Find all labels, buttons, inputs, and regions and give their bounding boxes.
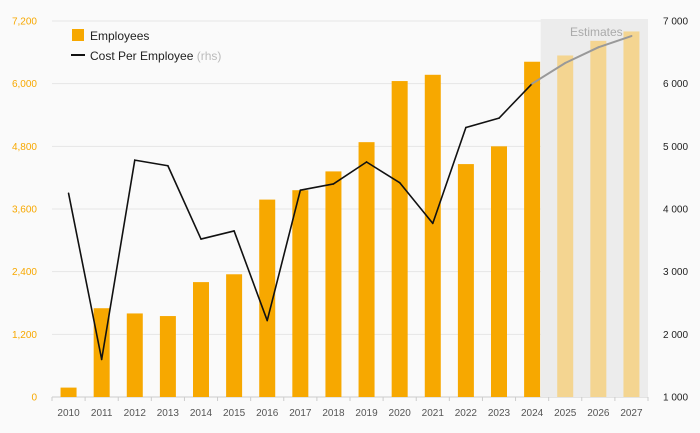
x-tick-label: 2020 (389, 408, 412, 419)
legend-cost-label: Cost Per Employee (rhs) (90, 49, 221, 63)
x-tick-label: 2015 (223, 408, 246, 419)
line-segment-2025 (531, 61, 567, 85)
x-tick-label: 2010 (57, 408, 80, 419)
legend-cost-name: Cost Per Employee (90, 49, 194, 63)
legend-employees-swatch (72, 29, 84, 41)
x-tick-label: 2012 (124, 408, 147, 419)
bar-2026 (590, 40, 607, 397)
left-tick-label: 7,200 (12, 17, 37, 28)
line-segment-2014 (167, 164, 202, 240)
line-segment-2017 (266, 189, 302, 322)
x-tick-label: 2013 (157, 408, 180, 419)
line-segment-2011 (67, 192, 103, 361)
right-tick-label: 6 000 (663, 79, 688, 90)
line-segment-2021 (398, 181, 434, 225)
bar-2018 (325, 171, 342, 397)
left-tick-label: 3,600 (12, 205, 37, 216)
right-tick-label: 1 000 (663, 393, 688, 404)
x-tick-label: 2027 (620, 408, 643, 419)
x-axis-ticks: 2010 2011 2012 2013 2014 2015 2016 2017 2018 2019… (57, 408, 643, 419)
bar-2021 (424, 74, 441, 398)
bar-2014 (193, 282, 209, 397)
right-tick-label: 5 000 (663, 142, 688, 153)
estimates-label: Estimates (570, 25, 623, 39)
bar-2013 (159, 316, 176, 397)
bar-2017 (292, 190, 309, 397)
x-tick-label: 2021 (422, 408, 445, 419)
x-tick-label: 2023 (488, 408, 511, 419)
x-tick-label: 2019 (355, 408, 378, 419)
bar-2027 (623, 31, 640, 397)
bar-2011 (93, 308, 110, 397)
right-tick-label: 4 000 (663, 205, 688, 216)
left-tick-label: 1,200 (12, 330, 37, 341)
left-tick-label: 6,000 (12, 79, 37, 90)
employees-bars (60, 31, 640, 398)
right-tick-label: 3 000 (663, 267, 688, 278)
bar-2023 (491, 146, 507, 397)
bar-2012 (126, 313, 143, 397)
x-tick-label: 2011 (91, 408, 113, 419)
x-tick-label: 2024 (521, 408, 544, 419)
legend-employees-label: Employees (90, 29, 149, 43)
x-tick-label: 2014 (190, 408, 213, 419)
bar-2019 (358, 142, 375, 397)
bar-2022 (457, 164, 474, 397)
bar-2015 (226, 274, 243, 397)
left-axis-ticks: 0 1,200 2,400 3,600 4,800 6,000 7,200 (12, 17, 37, 404)
right-tick-label: 7 000 (663, 17, 688, 28)
line-segment-2018 (299, 183, 335, 191)
line-segment-2012 (100, 159, 136, 361)
line-segment-2016 (233, 230, 269, 322)
left-tick-label: 4,800 (12, 142, 37, 153)
x-tick-label: 2017 (289, 408, 312, 419)
cost-per-employee-line (67, 35, 633, 361)
right-axis-ticks: 1 000 2 000 3 000 4 000 5 000 6 000 7 000 (663, 17, 688, 404)
line-segment-2027 (597, 35, 633, 49)
line-segment-2013 (133, 159, 169, 167)
x-tick-label: 2018 (322, 408, 345, 419)
line-segment-2023 (465, 117, 500, 129)
gridlines (51, 20, 649, 401)
bar-2024 (524, 61, 541, 397)
line-segment-2022 (431, 126, 467, 225)
bar-2025 (557, 55, 574, 397)
line-segment-2024 (498, 82, 533, 119)
bar-2010 (60, 387, 77, 397)
legend: Employees Cost Per Employee (rhs) (71, 29, 221, 63)
bar-2020 (391, 81, 408, 398)
line-segment-2015 (200, 230, 235, 240)
x-tick-label: 2022 (455, 408, 478, 419)
x-tick-label: 2016 (256, 408, 279, 419)
left-tick-label: 2,400 (12, 267, 37, 278)
x-tick-label: 2025 (554, 408, 577, 419)
bar-2016 (259, 199, 276, 397)
x-tick-label: 2026 (587, 408, 610, 419)
legend-cost-rhs: (rhs) (197, 49, 222, 63)
line-segment-2020 (365, 161, 401, 184)
line-segment-2026 (564, 46, 600, 64)
left-tick-label: 0 (31, 393, 37, 404)
line-segment-2019 (332, 161, 368, 185)
right-tick-label: 2 000 (663, 330, 688, 341)
